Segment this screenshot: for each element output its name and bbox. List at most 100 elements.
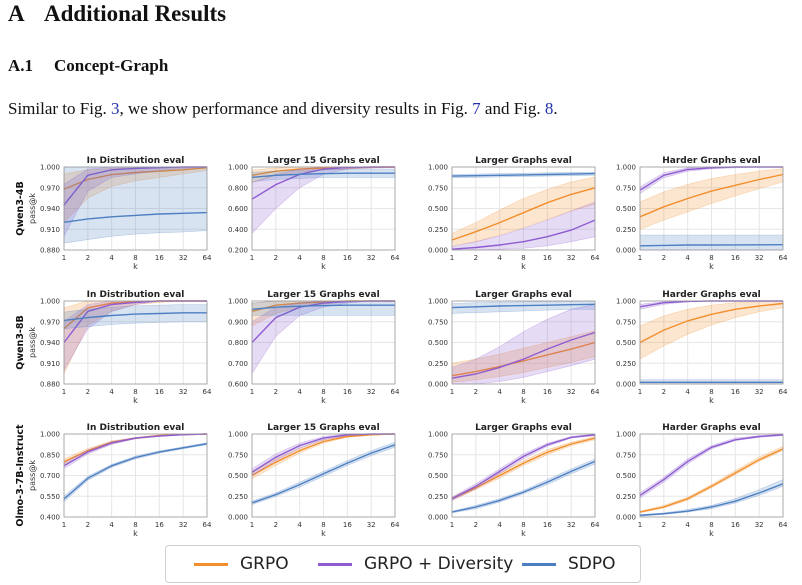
x-tick-label: 32	[367, 388, 376, 396]
chart-title: Harder Graphs eval	[662, 290, 761, 300]
y-tick-label: 0.000	[428, 247, 448, 255]
y-tick-label: 1.000	[228, 164, 248, 172]
chart-title: In Distribution eval	[87, 423, 185, 433]
chart-title: Larger 15 Graphs eval	[267, 290, 379, 300]
series-sdpo	[63, 304, 208, 330]
y-tick-label: 1.000	[428, 298, 448, 306]
x-tick-label: 64	[391, 521, 400, 529]
y-tick-label: 0.900	[228, 318, 248, 326]
x-tick-label: 8	[321, 254, 325, 262]
x-tick-label: 16	[731, 254, 740, 262]
y-tick-label: 1.000	[228, 431, 248, 439]
chart-10-larger-15-graphs-eval: Larger 15 Graphs eval 1 2 4 8 16 32 64 k 0.000 0.2…	[228, 423, 400, 538]
x-tick-label: 8	[321, 388, 325, 396]
figure-ref-7[interactable]: 7	[472, 99, 481, 118]
x-tick-label: 8	[709, 254, 713, 262]
band-sdpo	[63, 166, 208, 244]
y-tick-label: 0.250	[616, 360, 636, 368]
x-tick-label: 2	[662, 388, 666, 396]
y-tick-label: 0.700	[40, 472, 60, 480]
x-axis-label: k	[133, 396, 138, 405]
y-tick-label: 0.250	[616, 226, 636, 234]
subsection-heading: A.1 Concept-Graph	[8, 56, 168, 76]
legend-swatch-sdpo	[522, 562, 556, 566]
chart-title: Larger 15 Graphs eval	[267, 423, 379, 433]
axes-frame	[63, 300, 208, 385]
x-tick-label: 4	[497, 254, 502, 262]
x-tick-label: 2	[274, 521, 278, 529]
chart-2-larger-15-graphs-eval: Larger 15 Graphs eval 1 2 4 8 16 32 64 k 0.200 0.4…	[228, 156, 400, 271]
y-axis-label: pass@k	[28, 460, 37, 491]
axes-frame	[639, 433, 784, 518]
x-tick-label: 2	[474, 521, 478, 529]
axes-frame	[251, 300, 396, 385]
y-tick-label: 1.000	[40, 164, 60, 172]
axes-frame	[451, 166, 596, 251]
chart-title: Larger Graphs eval	[475, 156, 572, 166]
chart-12-harder-graphs-eval: Harder Graphs eval 1 2 4 8 16 32 64 k 0.000 0.250 0…	[616, 423, 788, 538]
y-tick-label: 0.750	[428, 184, 448, 192]
axes-frame	[63, 166, 208, 251]
x-tick-label: 64	[203, 521, 212, 529]
axes-frame	[251, 433, 396, 518]
x-tick-label: 8	[709, 521, 713, 529]
y-tick-label: 1.000	[40, 298, 60, 306]
x-tick-label: 4	[685, 254, 690, 262]
x-tick-label: 1	[250, 254, 254, 262]
y-tick-label: 0.000	[616, 247, 636, 255]
y-tick-label: 0.880	[40, 381, 60, 389]
x-tick-label: 8	[709, 388, 713, 396]
y-tick-label: 0.000	[616, 381, 636, 389]
line-grpo-diversity	[63, 433, 208, 467]
y-tick-label: 0.970	[40, 184, 60, 192]
line-grpo	[639, 302, 784, 344]
x-tick-label: 4	[109, 521, 114, 529]
row-label-qwen3-4b: Qwen3-4B	[15, 181, 26, 235]
x-tick-label: 16	[343, 521, 352, 529]
y-tick-label: 0.000	[616, 514, 636, 522]
y-tick-label: 1.000	[616, 298, 636, 306]
legend-label-grpo: GRPO	[240, 554, 289, 574]
y-tick-label: 0.400	[228, 226, 248, 234]
x-tick-label: 4	[497, 521, 502, 529]
chart-9-in-distribution-eval: In Distribution eval 1 2 4 8 16 32 64 k 0.400 0.55…	[15, 423, 212, 538]
y-tick-label: 0.750	[228, 451, 248, 459]
y-tick-label: 0.500	[616, 339, 636, 347]
line-grpo-diversity	[639, 434, 784, 496]
y-tick-label: 0.500	[616, 472, 636, 480]
x-axis-label: k	[709, 529, 714, 538]
paragraph-text: .	[553, 99, 558, 118]
line-grpo	[639, 173, 784, 218]
x-tick-label: 2	[662, 521, 666, 529]
x-tick-label: 32	[755, 388, 764, 396]
chart-title: Harder Graphs eval	[662, 156, 761, 166]
x-tick-label: 64	[591, 388, 600, 396]
line-sdpo	[63, 443, 208, 500]
line-sdpo	[639, 244, 784, 247]
x-tick-label: 32	[179, 521, 188, 529]
y-tick-label: 0.500	[428, 339, 448, 347]
x-tick-label: 2	[86, 254, 90, 262]
x-axis-label: k	[321, 529, 326, 538]
axes-frame	[451, 433, 596, 518]
axes-frame	[451, 300, 596, 385]
chart-7-larger-graphs-eval: Larger Graphs eval 1 2 4 8 16 32 64 k 0.000 0.250 0…	[428, 290, 600, 405]
x-tick-label: 16	[731, 388, 740, 396]
legend-label-grpo-diversity: GRPO + Diversity	[364, 554, 514, 574]
chart-6-larger-15-graphs-eval: Larger 15 Graphs eval 1 2 4 8 16 32 64 k 0.600 0.7…	[228, 290, 400, 405]
series-sdpo	[639, 234, 784, 251]
x-tick-label: 8	[133, 521, 137, 529]
line-grpo	[251, 433, 396, 477]
y-tick-label: 0.250	[428, 360, 448, 368]
figure-ref-8[interactable]: 8	[544, 99, 554, 118]
x-tick-label: 2	[474, 254, 478, 262]
figure-ref-3[interactable]: 3	[110, 99, 120, 118]
line-sdpo	[451, 460, 596, 513]
line-grpo	[451, 341, 596, 377]
axes-frame	[63, 433, 208, 518]
axes-frame	[639, 300, 784, 385]
series-grpo-diversity	[63, 433, 208, 470]
y-tick-label: 0.700	[228, 360, 248, 368]
y-tick-label: 1.000	[428, 431, 448, 439]
y-tick-label: 0.600	[228, 205, 248, 213]
